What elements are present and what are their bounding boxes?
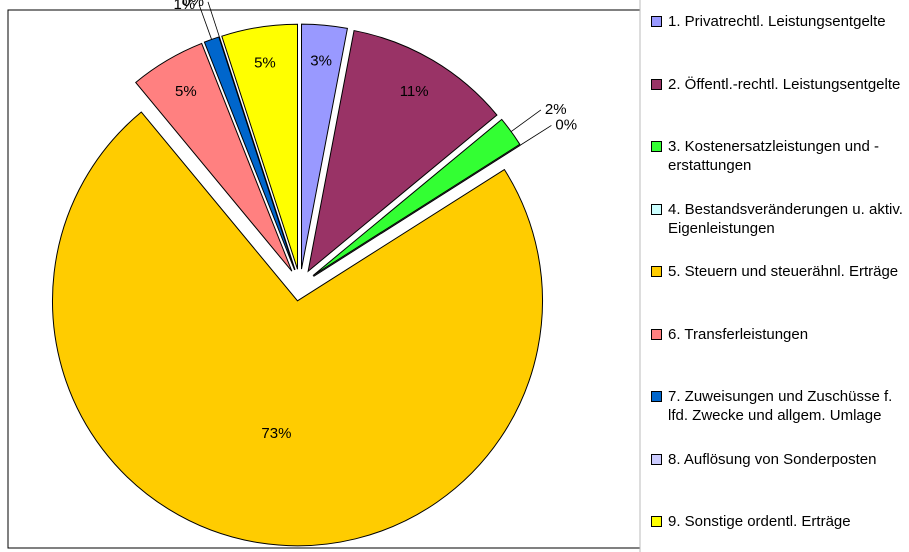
legend-swatch [651, 16, 662, 27]
pie-slice [307, 29, 498, 273]
data-label: 11% [400, 83, 429, 100]
pie-slice [52, 111, 543, 547]
data-label: 5% [175, 83, 197, 100]
legend-label: 3. Kostenersatzleistungen und -erstattun… [668, 138, 879, 174]
data-label: 0% [555, 116, 577, 133]
legend-swatch [651, 266, 662, 277]
legend-entry: 8. Auflösung von Sonderposten [648, 450, 906, 469]
pie-slice [218, 36, 296, 270]
pie-slice [221, 23, 298, 270]
legend-entry: 9. Sonstige ordentl. Erträge [648, 512, 906, 531]
legend-entry: 4. Bestandsveränderungen u. aktiv. Eigen… [648, 200, 906, 238]
leader-line [510, 109, 542, 132]
legend-label: 5. Steuern und steuerähnl. Erträge [668, 263, 899, 280]
leader-line [198, 4, 212, 40]
legend-entry: 7. Zuweisungen und Zuschüsse f. lfd. Zwe… [648, 387, 906, 425]
legend-label: 7. Zuweisungen und Zuschüsse f. lfd. Zwe… [668, 388, 893, 424]
legend-entry: 6. Transferleistungen [648, 325, 906, 344]
legend-label: 8. Auflösung von Sonderposten [668, 450, 877, 468]
data-label: 5% [254, 54, 276, 71]
legend-swatch [651, 328, 662, 340]
pie-slice [134, 42, 293, 272]
legend-label: 1. Privatrechtl. Leistungsentgelte [668, 13, 886, 30]
data-label: 73% [261, 425, 291, 442]
legend-label: 9. Sonstige ordentl. Erträge [668, 513, 851, 530]
legend-swatch [651, 78, 662, 90]
legend-swatch [651, 391, 662, 402]
data-label: 1% [173, 0, 195, 13]
pie-slice [301, 23, 348, 270]
pie-slice [312, 118, 521, 277]
data-label: 3% [310, 53, 332, 70]
legend-swatch [651, 141, 662, 152]
leader-line [520, 125, 552, 146]
legend-entry: 5. Steuern und steuerähnl. Erträge [648, 262, 906, 281]
legend-label: 2. Öffentl.-rechtl. Leistungsentgelte [668, 75, 901, 93]
legend-label: 4. Bestandsveränderungen u. aktiv. Eigen… [668, 200, 903, 237]
legend-swatch [651, 203, 662, 215]
pie-slice [203, 36, 296, 271]
legend-label: 6. Transferleistungen [668, 325, 809, 343]
legend-entry: 2. Öffentl.-rechtl. Leistungsentgelte [648, 75, 906, 94]
legend-entry: 1. Privatrechtl. Leistungsentgelte [648, 12, 906, 31]
legend-swatch [651, 453, 662, 465]
legend-entry: 3. Kostenersatzleistungen und -erstattun… [648, 137, 906, 175]
leader-line [207, 1, 220, 37]
data-label: 2% [545, 101, 567, 118]
data-label: 0% [182, 0, 204, 10]
legend-swatch [651, 516, 662, 527]
